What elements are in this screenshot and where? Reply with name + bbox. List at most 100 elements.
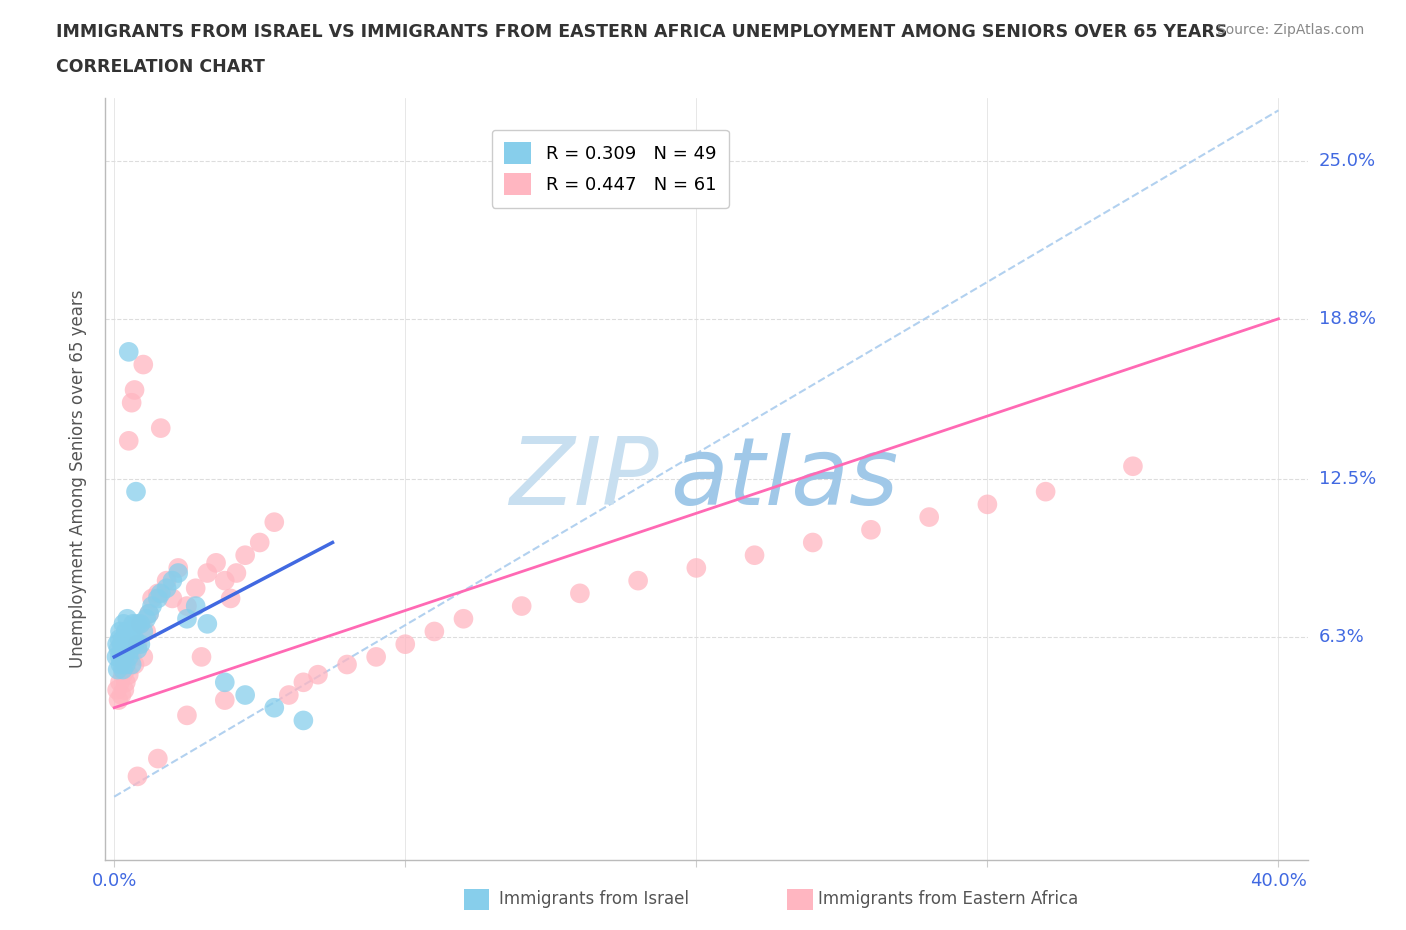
Point bbox=[111, 631, 134, 646]
Text: atlas: atlas bbox=[671, 433, 898, 525]
Point bbox=[111, 658, 134, 672]
Point bbox=[510, 599, 533, 614]
Point bbox=[129, 617, 152, 631]
Point bbox=[263, 700, 285, 715]
Point bbox=[132, 357, 155, 372]
Point bbox=[214, 675, 236, 690]
Point bbox=[114, 637, 136, 652]
Text: CORRELATION CHART: CORRELATION CHART bbox=[56, 58, 266, 75]
Point bbox=[149, 420, 172, 435]
Point bbox=[114, 658, 136, 672]
Point bbox=[195, 617, 218, 631]
Point bbox=[110, 687, 132, 702]
Point bbox=[233, 687, 256, 702]
Point bbox=[107, 693, 129, 708]
Point bbox=[112, 617, 135, 631]
Point bbox=[336, 658, 359, 672]
Point bbox=[124, 631, 146, 646]
Point bbox=[105, 649, 128, 664]
Point bbox=[127, 642, 149, 657]
Point bbox=[105, 683, 128, 698]
Point bbox=[114, 662, 136, 677]
Point bbox=[132, 649, 155, 664]
Point bbox=[127, 637, 149, 652]
Point bbox=[307, 667, 329, 682]
Point bbox=[176, 708, 198, 723]
Text: ZIP: ZIP bbox=[509, 433, 658, 525]
Point bbox=[167, 565, 190, 580]
Point bbox=[127, 769, 149, 784]
Point bbox=[1035, 485, 1057, 499]
Point bbox=[125, 485, 148, 499]
Point bbox=[108, 624, 131, 639]
Point bbox=[124, 637, 146, 652]
Point bbox=[118, 649, 141, 664]
Point bbox=[453, 611, 475, 626]
Point bbox=[146, 751, 169, 766]
Point bbox=[121, 637, 143, 652]
Point bbox=[1122, 458, 1144, 473]
Point bbox=[184, 599, 207, 614]
Point bbox=[195, 565, 218, 580]
Point bbox=[107, 642, 129, 657]
Point bbox=[112, 683, 135, 698]
Point bbox=[121, 658, 143, 672]
Point bbox=[394, 637, 416, 652]
Point bbox=[423, 624, 446, 639]
Point bbox=[918, 510, 941, 525]
Point bbox=[976, 497, 998, 512]
Point bbox=[124, 658, 146, 672]
Point bbox=[129, 617, 152, 631]
Point bbox=[263, 514, 285, 529]
Point bbox=[132, 624, 155, 639]
Point bbox=[129, 637, 152, 652]
Point bbox=[176, 611, 198, 626]
Point bbox=[685, 561, 707, 576]
Point bbox=[124, 382, 146, 397]
Text: IMMIGRANTS FROM ISRAEL VS IMMIGRANTS FROM EASTERN AFRICA UNEMPLOYMENT AMONG SENI: IMMIGRANTS FROM ISRAEL VS IMMIGRANTS FRO… bbox=[56, 23, 1227, 41]
Point bbox=[108, 675, 131, 690]
Point bbox=[146, 586, 169, 601]
Point bbox=[141, 591, 163, 605]
Point bbox=[219, 591, 242, 605]
Point bbox=[110, 637, 132, 652]
Point bbox=[162, 573, 184, 588]
Point bbox=[627, 573, 650, 588]
Point bbox=[176, 599, 198, 614]
Legend: R = 0.309   N = 49, R = 0.447   N = 61: R = 0.309 N = 49, R = 0.447 N = 61 bbox=[492, 129, 728, 208]
Point bbox=[859, 523, 882, 538]
Point bbox=[118, 344, 141, 359]
Point bbox=[111, 662, 134, 677]
Point bbox=[122, 617, 145, 631]
Point bbox=[107, 662, 129, 677]
Point bbox=[214, 693, 236, 708]
Point bbox=[138, 606, 160, 621]
Point bbox=[118, 667, 141, 682]
Point bbox=[233, 548, 256, 563]
Text: Immigrants from Eastern Africa: Immigrants from Eastern Africa bbox=[818, 890, 1078, 909]
Point bbox=[249, 535, 271, 550]
Text: 6.3%: 6.3% bbox=[1319, 628, 1364, 645]
Point bbox=[114, 675, 136, 690]
Point bbox=[190, 649, 212, 664]
Point bbox=[120, 642, 142, 657]
Point bbox=[568, 586, 591, 601]
Point bbox=[162, 591, 184, 605]
Point bbox=[117, 611, 139, 626]
Point bbox=[167, 561, 190, 576]
Point bbox=[112, 649, 135, 664]
Point bbox=[146, 591, 169, 605]
Point bbox=[292, 713, 315, 728]
Text: Source: ZipAtlas.com: Source: ZipAtlas.com bbox=[1216, 23, 1364, 37]
Point bbox=[108, 631, 131, 646]
Point bbox=[277, 687, 299, 702]
Point bbox=[118, 433, 141, 448]
Point bbox=[184, 581, 207, 596]
Text: Immigrants from Israel: Immigrants from Israel bbox=[499, 890, 689, 909]
Point bbox=[801, 535, 824, 550]
Point bbox=[135, 611, 157, 626]
Point bbox=[111, 667, 134, 682]
Point bbox=[121, 395, 143, 410]
Y-axis label: Unemployment Among Seniors over 65 years: Unemployment Among Seniors over 65 years bbox=[69, 290, 87, 668]
Point bbox=[110, 658, 132, 672]
